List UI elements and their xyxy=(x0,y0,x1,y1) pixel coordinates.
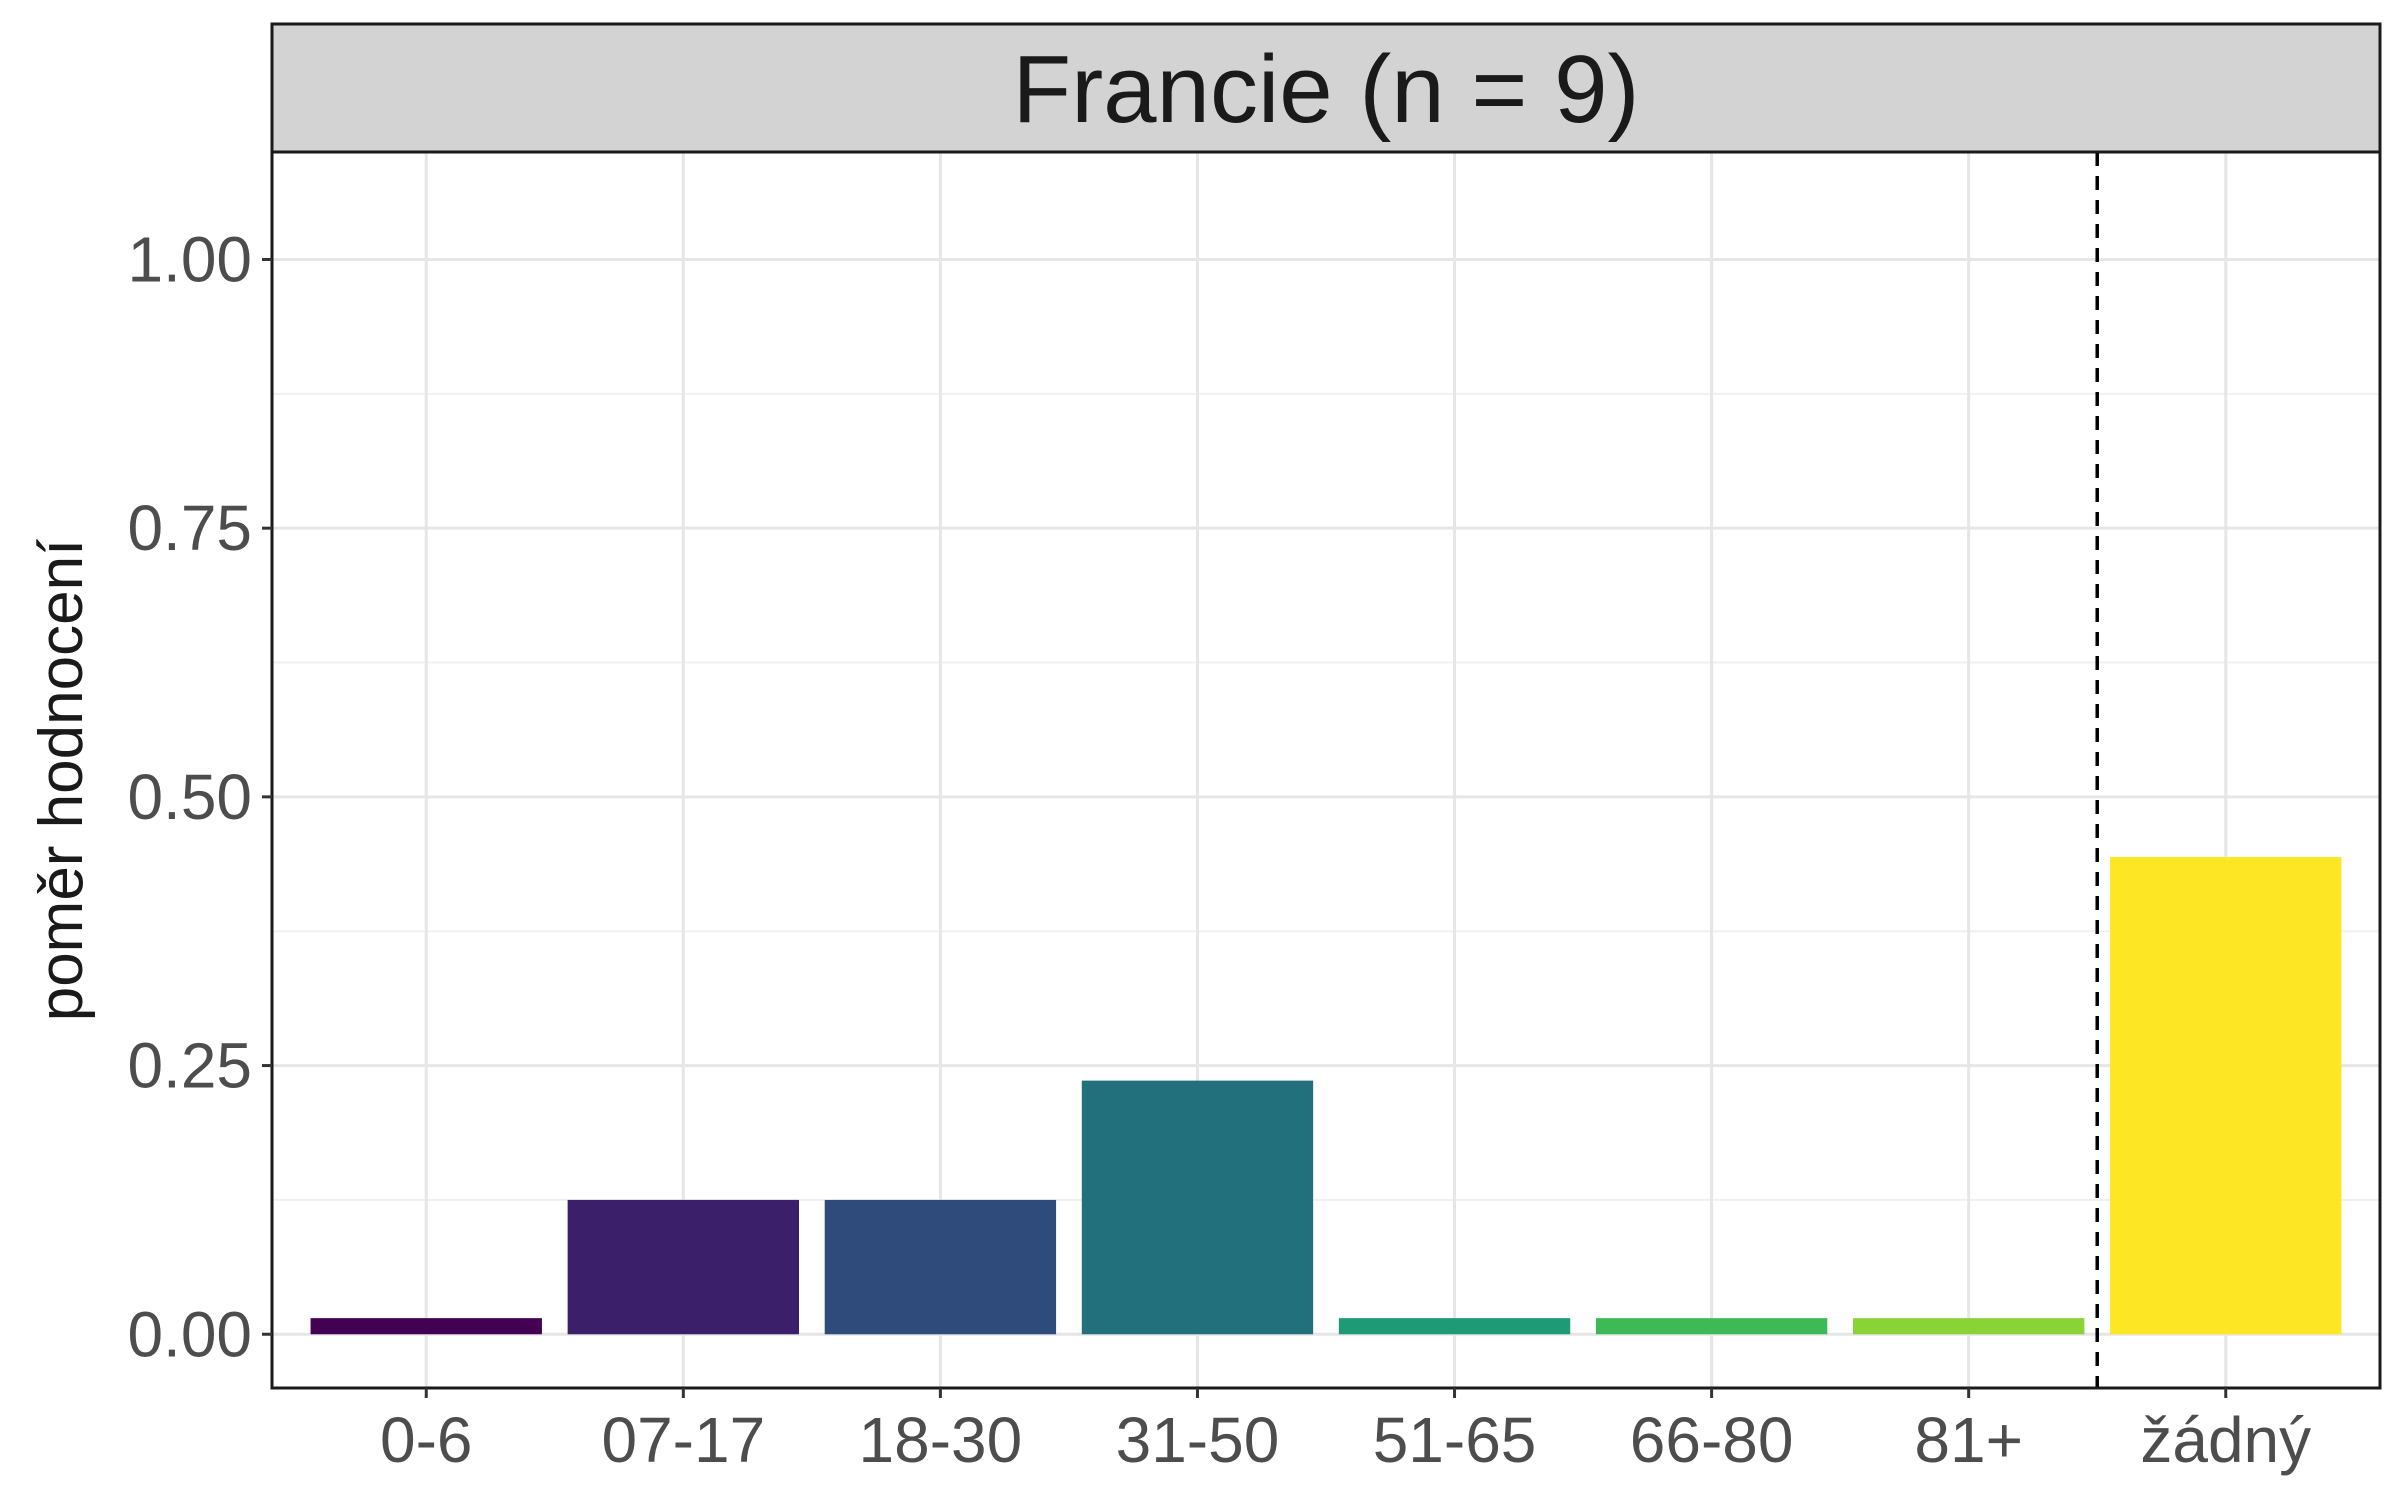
bar-žádný xyxy=(2110,857,2342,1335)
y-axis-title: poměr hodnocení xyxy=(27,539,96,1022)
y-tick-label: 0.75 xyxy=(127,492,252,564)
x-tick-label: 51-65 xyxy=(1373,1404,1537,1476)
y-tick-label: 1.00 xyxy=(127,223,252,295)
x-tick-label: 66-80 xyxy=(1630,1404,1794,1476)
y-tick-label: 0.50 xyxy=(127,761,252,833)
x-tick-label: 81+ xyxy=(1914,1404,2023,1476)
bar-31-50 xyxy=(1081,1080,1314,1335)
x-tick-label: 18-30 xyxy=(859,1404,1023,1476)
y-axis: 0.00 0.25 0.50 0.75 1.00 xyxy=(127,223,272,1370)
x-tick-label: 31-50 xyxy=(1116,1404,1280,1476)
bar-51-65 xyxy=(1338,1318,1571,1335)
x-tick-label: 07-17 xyxy=(601,1404,765,1476)
bar-66-80 xyxy=(1595,1318,1828,1335)
x-tick-label: žádný xyxy=(2140,1404,2311,1476)
bar-18-30 xyxy=(824,1199,1057,1335)
y-tick-label: 0.25 xyxy=(127,1030,252,1102)
strip-background xyxy=(270,22,2382,154)
bar-07-17 xyxy=(567,1199,799,1335)
x-tick-label: 0-6 xyxy=(380,1404,473,1476)
bar-0-6 xyxy=(310,1318,542,1335)
chart-title: Francie (n = 9) xyxy=(1013,36,1640,143)
bars xyxy=(310,857,2342,1335)
x-axis: 0-6 07-17 18-30 31-50 51-65 66-80 81+ žádný xyxy=(380,1388,2311,1476)
bar-81+ xyxy=(1853,1318,2085,1335)
y-tick-label: 0.00 xyxy=(127,1298,252,1370)
